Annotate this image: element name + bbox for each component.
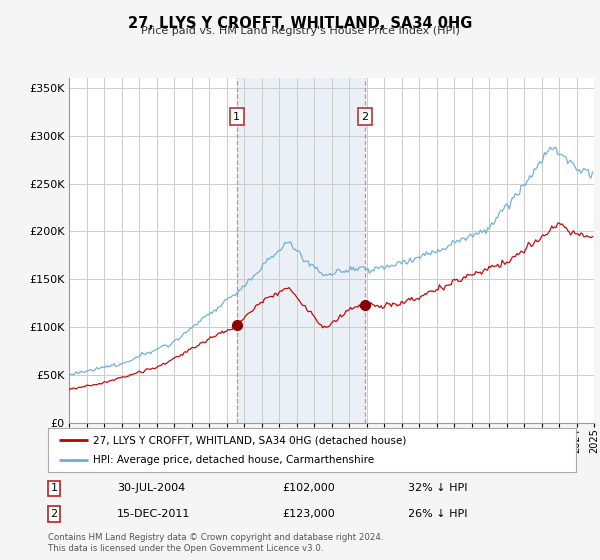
Text: Price paid vs. HM Land Registry's House Price Index (HPI): Price paid vs. HM Land Registry's House …: [140, 26, 460, 36]
Text: £102,000: £102,000: [282, 483, 335, 493]
Text: 2: 2: [50, 509, 58, 519]
Text: 30-JUL-2004: 30-JUL-2004: [117, 483, 185, 493]
Text: 27, LLYS Y CROFFT, WHITLAND, SA34 0HG (detached house): 27, LLYS Y CROFFT, WHITLAND, SA34 0HG (d…: [93, 435, 406, 445]
Text: 2: 2: [361, 111, 368, 122]
Text: 32% ↓ HPI: 32% ↓ HPI: [408, 483, 467, 493]
Bar: [237, 78, 365, 423]
Text: 1: 1: [50, 483, 58, 493]
Text: HPI: Average price, detached house, Carmarthenshire: HPI: Average price, detached house, Carm…: [93, 455, 374, 465]
Text: 15-DEC-2011: 15-DEC-2011: [117, 509, 190, 519]
Text: 26% ↓ HPI: 26% ↓ HPI: [408, 509, 467, 519]
Text: 1: 1: [233, 111, 240, 122]
Text: 27, LLYS Y CROFFT, WHITLAND, SA34 0HG: 27, LLYS Y CROFFT, WHITLAND, SA34 0HG: [128, 16, 472, 31]
Text: £123,000: £123,000: [282, 509, 335, 519]
Text: Contains HM Land Registry data © Crown copyright and database right 2024.
This d: Contains HM Land Registry data © Crown c…: [48, 533, 383, 553]
